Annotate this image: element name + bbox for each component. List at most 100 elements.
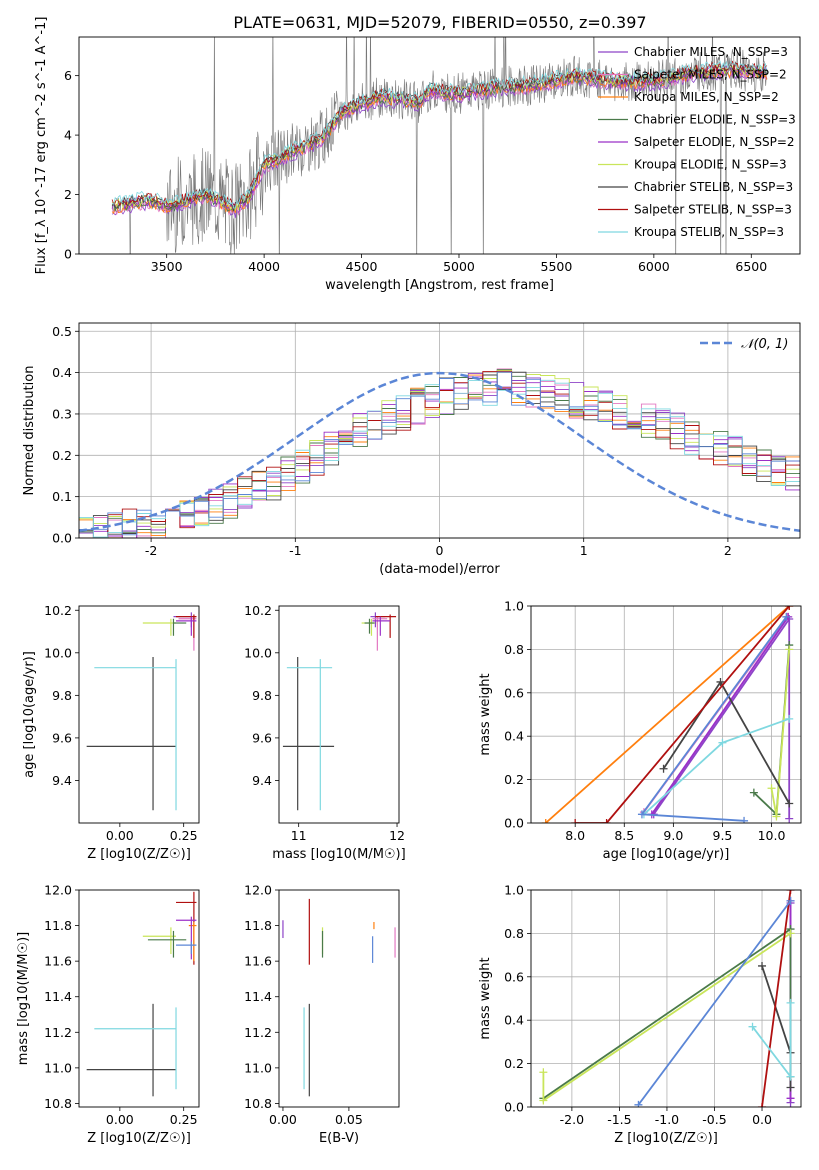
weight-marker [758, 961, 767, 970]
y-tick-label: 9.8 [252, 688, 272, 703]
weight-marker [758, 1103, 767, 1107]
y-tick-label: 0.1 [52, 489, 72, 504]
y-tick-label: 4 [64, 128, 72, 143]
weight-vs-metallicity-plot: -2.0 -1.5 -1.0 -0.5 0.0 0.0 0.2 0.4 0.6 0.8 1.0 Z [… [478, 883, 802, 1146]
legend-label: Chabrier STELIB, N_SSP=3 [634, 180, 793, 194]
plot-area [282, 898, 396, 1097]
legend-label: Salpeter STELIB, N_SSP=3 [634, 203, 792, 217]
y-tick-label: 0.4 [504, 1013, 524, 1028]
y-tick-label: 10.2 [44, 603, 72, 618]
weight-marker [539, 1068, 548, 1077]
x-tick-label: -1.5 [607, 1112, 631, 1127]
weight-vs-age-plot: 8.0 8.5 9.0 9.5 10.0 0.0 0.2 0.4 0.6 0.8 1.0 age [l… [478, 599, 802, 862]
y-tick-label: 11.2 [244, 1025, 272, 1040]
x-tick-label: 9.5 [713, 828, 733, 843]
x-tick-label: 10.0 [758, 828, 786, 843]
weight-marker [786, 1094, 795, 1103]
weight-marker [772, 812, 781, 821]
histogram-step [79, 371, 800, 536]
mass-vs-metallicity-plot: 0.00 0.25 10.8 11.0 11.2 11.4 11.6 11.8 12.0 Z [l… [16, 883, 200, 1146]
weight-line [761, 890, 792, 1107]
x-axis-label: (data-model)/error [379, 562, 500, 577]
plot-area [539, 890, 795, 1107]
y-tick-label: 0.0 [504, 1100, 524, 1115]
y-tick-label: 0.4 [504, 729, 524, 744]
x-tick-label: 1 [580, 543, 588, 558]
weight-marker [786, 1083, 795, 1092]
x-tick-label: 0.05 [335, 1112, 363, 1127]
y-tick-label: 11.4 [244, 989, 272, 1004]
x-tick-label: -1.0 [655, 1112, 679, 1127]
y-tick-label: 10.0 [244, 645, 272, 660]
y-axis-label: mass [log10(M/M☉)] [16, 932, 31, 1065]
age-vs-metallicity-plot: 0.00 0.25 9.4 9.6 9.8 10.0 10.2 Z [log10(Z/Z☉)]… [22, 603, 200, 862]
y-tick-label: 9.6 [252, 730, 272, 745]
weight-marker [786, 896, 795, 905]
weight-marker [634, 1100, 643, 1107]
y-tick-label: 12.0 [44, 883, 72, 898]
weight-marker [539, 1096, 548, 1105]
y-tick-label: 0.3 [52, 406, 72, 421]
y-axis-label: mass weight [478, 957, 493, 1039]
axes-frame [78, 322, 801, 539]
x-tick-label: 5500 [541, 259, 573, 274]
axes-frame [78, 889, 200, 1108]
x-axis-label: age [log10(age/yr)] [603, 847, 730, 862]
y-tick-label: 0.4 [52, 365, 72, 380]
y-tick-label: 9.4 [252, 773, 272, 788]
x-axis-label: wavelength [Angstrom, rest frame] [325, 278, 554, 293]
y-tick-label: 0.6 [504, 969, 524, 984]
weight-marker [785, 714, 794, 723]
x-tick-label: 3500 [151, 259, 183, 274]
axes-frame [278, 889, 400, 1108]
legend-label: Salpeter ELODIE, N_SSP=2 [634, 135, 795, 149]
y-axis-label: Normed distribution [22, 366, 37, 496]
y-tick-label: 11.6 [244, 954, 272, 969]
x-tick-label: 4500 [346, 259, 378, 274]
x-tick-label: -2 [145, 543, 157, 558]
weight-marker [602, 819, 611, 823]
x-tick-label: -2.0 [560, 1112, 584, 1127]
y-tick-label: 0.0 [504, 816, 524, 831]
axes-frame [530, 605, 802, 824]
y-axis-label: Flux [f_λ 10^-17 erg cm^-2 s^-1 A^-1] [34, 17, 49, 275]
weight-marker [786, 1072, 795, 1081]
legend-label: Salpeter MILES, N_SSP=2 [634, 68, 787, 82]
y-tick-label: 6 [64, 68, 72, 83]
x-tick-label: 0.00 [106, 828, 134, 843]
y-tick-label: 0.2 [52, 448, 72, 463]
x-tick-label: 0 [436, 543, 444, 558]
y-tick-label: 0.2 [504, 772, 524, 787]
weight-marker [767, 784, 776, 793]
y-axis-label: age [log10(age/yr)] [22, 651, 37, 778]
weight-marker [786, 890, 795, 894]
y-tick-label: 10.8 [244, 1096, 272, 1111]
y-tick-label: 11.8 [44, 918, 72, 933]
weight-marker [541, 819, 550, 823]
x-tick-label: 6000 [638, 259, 670, 274]
y-tick-label: 9.6 [52, 730, 72, 745]
figure-title: PLATE=0631, MJD=52079, FIBERID=0550, z=0… [233, 13, 646, 32]
weight-line [545, 606, 790, 823]
plot-area [79, 368, 800, 538]
x-tick-label: 0.25 [170, 828, 198, 843]
x-tick-label: 11 [291, 828, 307, 843]
x-axis-label: Z [log10(Z/Z☉)] [87, 1131, 191, 1146]
y-tick-label: 0.8 [504, 642, 524, 657]
x-tick-label: 5000 [443, 259, 475, 274]
weight-marker [748, 1022, 757, 1031]
legend-label: 𝒩(0, 1) [741, 337, 788, 352]
x-axis-label: E(B-V) [319, 1131, 359, 1146]
x-tick-label: 9.0 [663, 828, 683, 843]
x-tick-label: 2 [724, 543, 732, 558]
x-axis-label: mass [log10(M/M☉)] [272, 847, 405, 862]
model-line [111, 60, 768, 209]
y-tick-label: 0.2 [504, 1056, 524, 1071]
y-tick-label: 0.6 [504, 685, 524, 700]
weight-marker [716, 677, 725, 686]
weight-marker [740, 816, 749, 823]
y-tick-label: 10.0 [44, 645, 72, 660]
weight-line [637, 900, 792, 1106]
weight-line [575, 606, 790, 823]
weight-marker [659, 764, 668, 773]
